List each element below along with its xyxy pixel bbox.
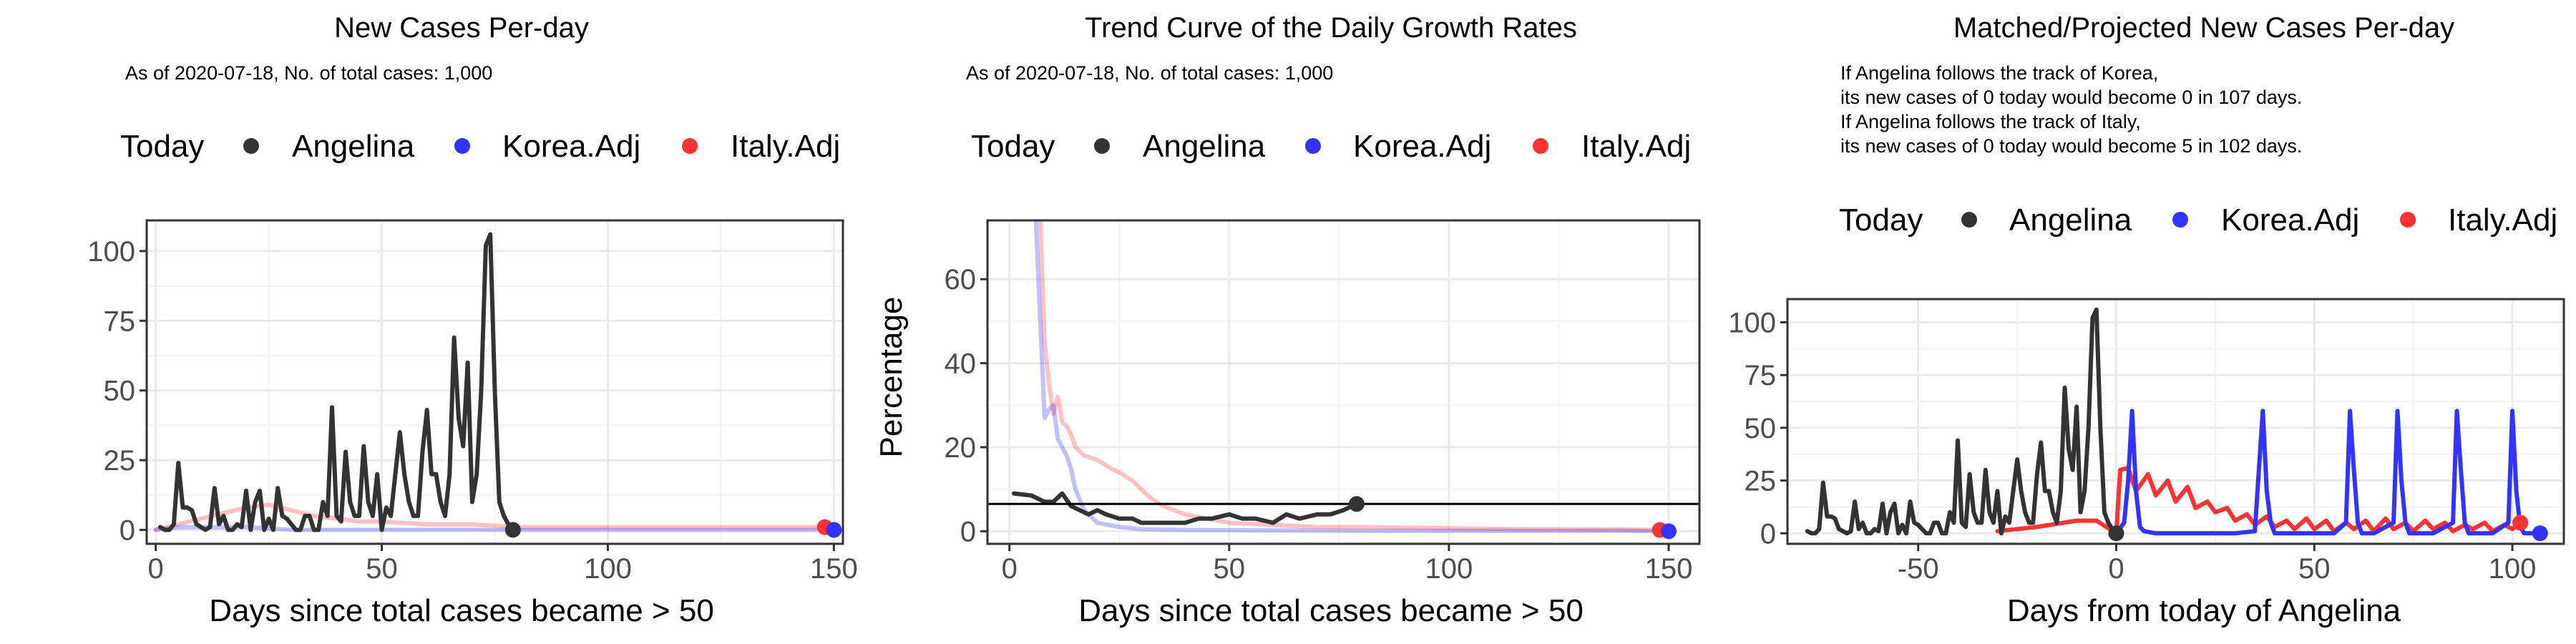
panel2-x-tick-label: 50 xyxy=(1214,553,1246,585)
panel1-x-axis-title: Days since total cases became > 50 xyxy=(209,593,714,628)
panel1-line-angelina xyxy=(158,232,515,532)
panel3-today-point-angelina xyxy=(2108,525,2124,542)
panel3-legend-label-italy: Italy.Adj xyxy=(2448,203,2557,238)
panel3-x-tick-label: 50 xyxy=(2298,553,2331,585)
panel2-legend-key-angelina xyxy=(1094,138,1110,154)
panel1-subtitle: As of 2020-07-18, No. of total cases: 1,… xyxy=(125,62,492,84)
panel2-y-tick-label: 20 xyxy=(945,432,977,464)
panel1-x-tick-label: 100 xyxy=(584,553,632,585)
panel2-x-tick-label: 100 xyxy=(1425,553,1473,585)
panel2-line-angelina xyxy=(1011,491,1359,525)
panel1-y-tick-label: 100 xyxy=(87,236,135,268)
panel3-y-tick-label: 50 xyxy=(1745,413,1777,444)
panel3-legend-title: Today xyxy=(1839,203,1923,238)
panel2-x-tick-label: 0 xyxy=(1002,553,1018,585)
panel3-x-axis-title: Days from today of Angelina xyxy=(2007,593,2401,628)
panel3-title: Matched/Projected New Cases Per-day xyxy=(1953,12,2454,44)
panel1-today-point-korea xyxy=(826,522,842,538)
panel2-series-layer xyxy=(1011,220,1671,534)
panel3-y-tick-label: 0 xyxy=(1760,518,1776,550)
panel1-panel-border xyxy=(145,219,844,545)
panel-new-cases-per-day: New Cases Per-day As of 2020-07-18, No. … xyxy=(87,12,857,628)
panel2-line-italy xyxy=(1038,220,1662,532)
panel2-legend-label-korea: Korea.Adj xyxy=(1353,129,1491,164)
panel2-subtitle: As of 2020-07-18, No. of total cases: 1,… xyxy=(966,62,1333,84)
panel1-x-tick-label: 150 xyxy=(810,553,858,585)
panel3-subtitle-line1: If Angelina follows the track of Korea, xyxy=(1840,62,2158,84)
panel3-legend: Today Angelina Korea.Adj Italy.Adj xyxy=(1839,203,2557,238)
panel2-y-tick-label: 60 xyxy=(945,264,977,296)
panel1-legend: Today Angelina Korea.Adj Italy.Adj xyxy=(120,129,840,164)
panel3-subtitle-line3: If Angelina follows the track of Italy, xyxy=(1840,111,2141,132)
panel1-y-tick-label: 75 xyxy=(104,306,136,337)
panel2-plot-area: 0 50 100 150 0 20 40 60 xyxy=(945,219,1701,585)
panel3-y-tick-label: 100 xyxy=(1728,307,1776,338)
panel1-legend-label-italy: Italy.Adj xyxy=(731,129,840,164)
panel3-today-point-korea xyxy=(2532,525,2548,542)
panel2-legend: Today Angelina Korea.Adj Italy.Adj xyxy=(971,129,1691,164)
panel3-series-layer xyxy=(1805,307,2542,536)
panel3-legend-label-korea: Korea.Adj xyxy=(2221,203,2359,238)
panel3-x-tick-label: -50 xyxy=(1898,553,1939,585)
panel1-x-tick-label: 0 xyxy=(148,553,164,585)
panel3-legend-key-angelina xyxy=(1961,212,1977,228)
panel1-legend-label-korea: Korea.Adj xyxy=(502,129,640,164)
panel1-y-tick-label: 50 xyxy=(104,376,136,407)
panel3-y-tick-label: 25 xyxy=(1745,466,1777,497)
panel1-today-point-angelina xyxy=(504,522,521,538)
panel2-y-tick-label: 40 xyxy=(945,348,977,380)
panel3-line-korea xyxy=(2114,409,2542,536)
panel2-y-axis-title: Percentage xyxy=(874,296,909,457)
panel2-x-axis-title: Days since total cases became > 50 xyxy=(1078,593,1584,628)
panel3-panel-border xyxy=(1786,298,2565,545)
panel1-legend-key-angelina xyxy=(243,138,259,154)
panel3-legend-label-angelina: Angelina xyxy=(2009,203,2132,238)
panel3-today-point-italy xyxy=(2512,514,2529,531)
panel1-legend-label-angelina: Angelina xyxy=(292,129,415,164)
panel3-y-tick-label: 75 xyxy=(1745,360,1777,391)
panel1-plot-area: 0 50 100 150 0 25 50 75 100 xyxy=(87,219,858,585)
panel-growth-rates: Trend Curve of the Daily Growth Rates As… xyxy=(874,12,1701,628)
panel3-legend-key-korea xyxy=(2172,212,2188,228)
panel3-line-angelina xyxy=(1805,307,2119,536)
panel3-legend-key-italy xyxy=(2400,212,2416,228)
panel1-line-korea xyxy=(153,525,836,532)
panel1-legend-title: Today xyxy=(120,129,204,164)
panel3-subtitle-line4: its new cases of 0 today would become 5 … xyxy=(1840,135,2302,157)
panel1-legend-key-italy xyxy=(682,138,698,154)
panel2-legend-key-korea xyxy=(1305,138,1321,154)
panel3-subtitle-line2: its new cases of 0 today would become 0 … xyxy=(1840,87,2302,108)
panel2-line-korea xyxy=(1033,220,1671,534)
panel3-x-tick-label: 0 xyxy=(2108,553,2124,585)
panel1-legend-key-korea xyxy=(454,138,470,154)
panel3-x-tick-label: 100 xyxy=(2489,553,2537,585)
panel2-today-point-korea xyxy=(1661,523,1677,540)
panel3-plot-area: -50 0 50 100 0 25 50 75 100 xyxy=(1728,298,2565,585)
panel2-title: Trend Curve of the Daily Growth Rates xyxy=(1085,12,1577,44)
panel2-legend-key-italy xyxy=(1533,138,1548,154)
panel2-legend-label-italy: Italy.Adj xyxy=(1581,129,1691,164)
panel1-series-layer xyxy=(153,232,836,532)
panel1-y-tick-label: 25 xyxy=(104,445,136,477)
panel1-y-tick-label: 0 xyxy=(119,515,135,547)
panel2-legend-label-angelina: Angelina xyxy=(1143,129,1266,164)
panel2-panel-border xyxy=(986,219,1701,545)
panel1-x-tick-label: 50 xyxy=(366,553,398,585)
panel2-y-tick-label: 0 xyxy=(960,516,976,547)
panel2-today-point-angelina xyxy=(1348,496,1365,512)
panel2-legend-title: Today xyxy=(971,129,1055,164)
panel2-x-tick-label: 150 xyxy=(1645,553,1693,585)
panel1-title: New Cases Per-day xyxy=(334,12,589,44)
panel-matched-projected: Matched/Projected New Cases Per-day If A… xyxy=(1728,12,2565,628)
